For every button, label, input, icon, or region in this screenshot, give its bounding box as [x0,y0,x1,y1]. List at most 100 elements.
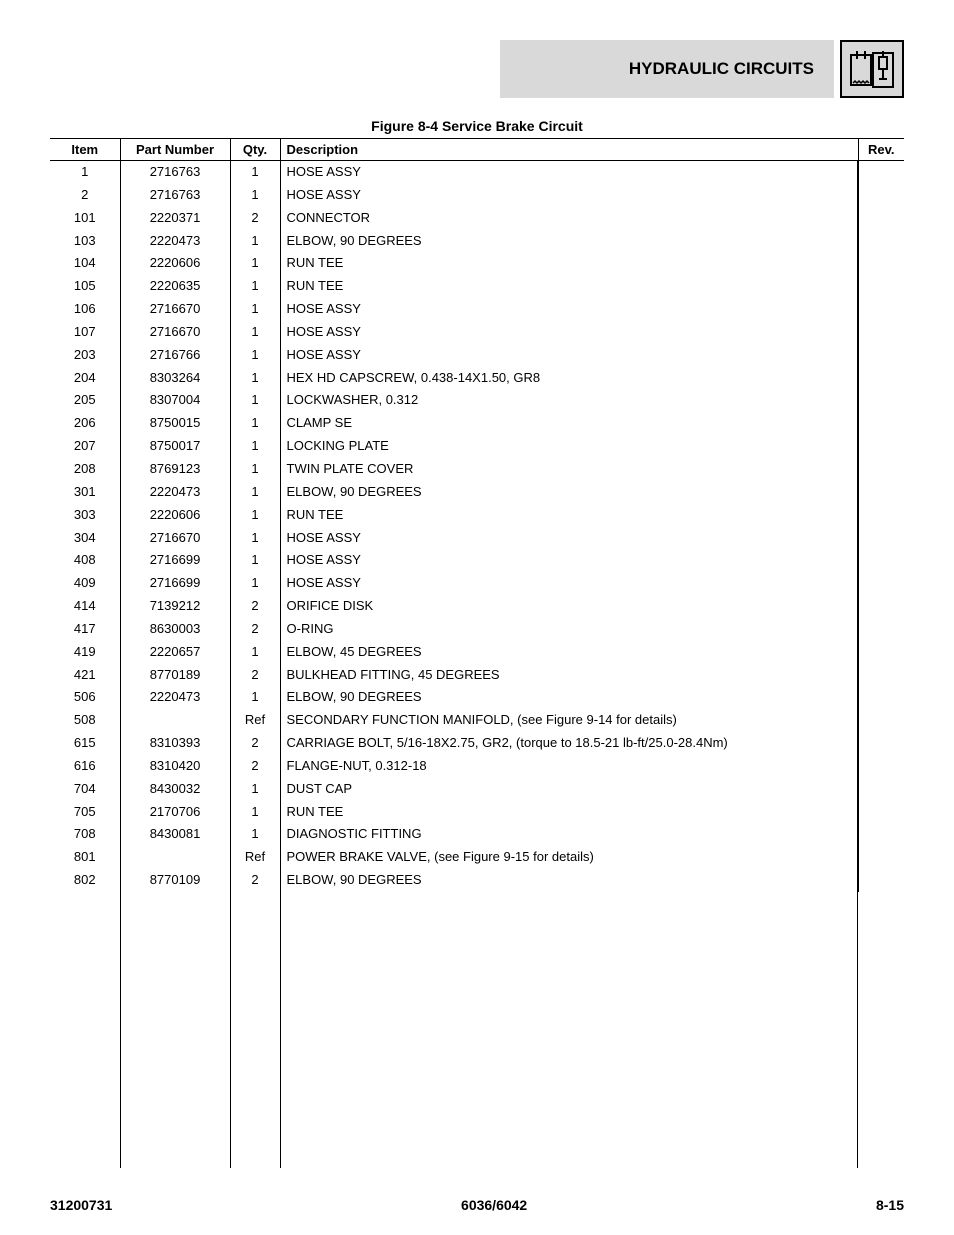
col-rev: Rev. [858,139,904,161]
cell-rev [858,161,904,184]
cell-desc: HOSE ASSY [280,572,858,595]
cell-rev [858,252,904,275]
cell-item: 708 [50,823,120,846]
cell-part: 2220473 [120,230,230,253]
cell-desc: ELBOW, 90 DEGREES [280,869,858,892]
cell-part: 8750017 [120,435,230,458]
cell-desc: HOSE ASSY [280,344,858,367]
cell-item: 304 [50,527,120,550]
cell-part: 8630003 [120,618,230,641]
cell-desc: ELBOW, 45 DEGREES [280,641,858,664]
col-qty: Qty. [230,139,280,161]
cell-item: 107 [50,321,120,344]
table-row: 30427166701HOSE ASSY [50,527,904,550]
cell-part: 8750015 [120,412,230,435]
cell-rev [858,481,904,504]
cell-rev [858,207,904,230]
cell-desc: HOSE ASSY [280,298,858,321]
table-row: 227167631HOSE ASSY [50,184,904,207]
table-row: 10122203712CONNECTOR [50,207,904,230]
cell-qty: 1 [230,275,280,298]
col-part-number: Part Number [120,139,230,161]
cell-qty: 2 [230,207,280,230]
cell-desc: LOCKWASHER, 0.312 [280,389,858,412]
cell-desc: ELBOW, 90 DEGREES [280,686,858,709]
cell-desc: ORIFICE DISK [280,595,858,618]
cell-part: 2170706 [120,801,230,824]
table-row: 10322204731ELBOW, 90 DEGREES [50,230,904,253]
cell-desc: HOSE ASSY [280,184,858,207]
table-row: 40927166991HOSE ASSY [50,572,904,595]
table-row: 10727166701HOSE ASSY [50,321,904,344]
cell-desc: HEX HD CAPSCREW, 0.438-14X1.50, GR8 [280,367,858,390]
cell-item: 801 [50,846,120,869]
page-footer: 31200731 6036/6042 8-15 [50,1197,904,1213]
cell-item: 207 [50,435,120,458]
cell-qty: 1 [230,367,280,390]
cell-desc: CONNECTOR [280,207,858,230]
cell-qty: 1 [230,481,280,504]
parts-table: Item Part Number Qty. Description Rev. 1… [50,138,904,892]
cell-desc: RUN TEE [280,801,858,824]
cell-qty: 1 [230,230,280,253]
cell-rev [858,686,904,709]
cell-item: 301 [50,481,120,504]
cell-rev [858,184,904,207]
cell-part: 2716763 [120,184,230,207]
cell-item: 101 [50,207,120,230]
cell-part: 8430032 [120,778,230,801]
cell-item: 105 [50,275,120,298]
table-row: 30322206061RUN TEE [50,504,904,527]
cell-item: 421 [50,664,120,687]
table-row: 127167631HOSE ASSY [50,161,904,184]
footer-center: 6036/6042 [461,1197,527,1213]
cell-part [120,709,230,732]
table-row: 10422206061RUN TEE [50,252,904,275]
cell-desc: TWIN PLATE COVER [280,458,858,481]
cell-part: 2716670 [120,321,230,344]
cell-qty: 1 [230,389,280,412]
table-row: 10522206351RUN TEE [50,275,904,298]
cell-part: 7139212 [120,595,230,618]
cell-desc: RUN TEE [280,504,858,527]
cell-qty: 1 [230,778,280,801]
header-title-box: HYDRAULIC CIRCUITS [500,40,834,98]
cell-desc: CLAMP SE [280,412,858,435]
cell-desc: DUST CAP [280,778,858,801]
table-row: 30122204731ELBOW, 90 DEGREES [50,481,904,504]
cell-part: 8770109 [120,869,230,892]
cell-qty: 1 [230,504,280,527]
cell-qty: 2 [230,664,280,687]
cell-qty: 1 [230,823,280,846]
cell-rev [858,458,904,481]
cell-rev [858,664,904,687]
table-row: 508RefSECONDARY FUNCTION MANIFOLD, (see … [50,709,904,732]
cell-part: 8430081 [120,823,230,846]
cell-qty: 1 [230,184,280,207]
cell-item: 616 [50,755,120,778]
footer-left: 31200731 [50,1197,112,1213]
table-row: 70884300811DIAGNOSTIC FITTING [50,823,904,846]
cell-part: 2220657 [120,641,230,664]
col-description: Description [280,139,858,161]
col-item: Item [50,139,120,161]
cell-item: 1 [50,161,120,184]
cell-rev [858,527,904,550]
cell-rev [858,823,904,846]
cell-desc: ELBOW, 90 DEGREES [280,481,858,504]
cell-item: 106 [50,298,120,321]
cell-item: 802 [50,869,120,892]
cell-part: 2220473 [120,686,230,709]
cell-item: 103 [50,230,120,253]
cell-rev [858,709,904,732]
cell-rev [858,230,904,253]
cell-item: 419 [50,641,120,664]
table-row: 20787500171LOCKING PLATE [50,435,904,458]
table-row: 20887691231TWIN PLATE COVER [50,458,904,481]
table-row: 42187701892BULKHEAD FITTING, 45 DEGREES [50,664,904,687]
cell-qty: 1 [230,549,280,572]
cell-desc: RUN TEE [280,252,858,275]
table-row: 40827166991HOSE ASSY [50,549,904,572]
cell-rev [858,549,904,572]
cell-qty: 2 [230,732,280,755]
